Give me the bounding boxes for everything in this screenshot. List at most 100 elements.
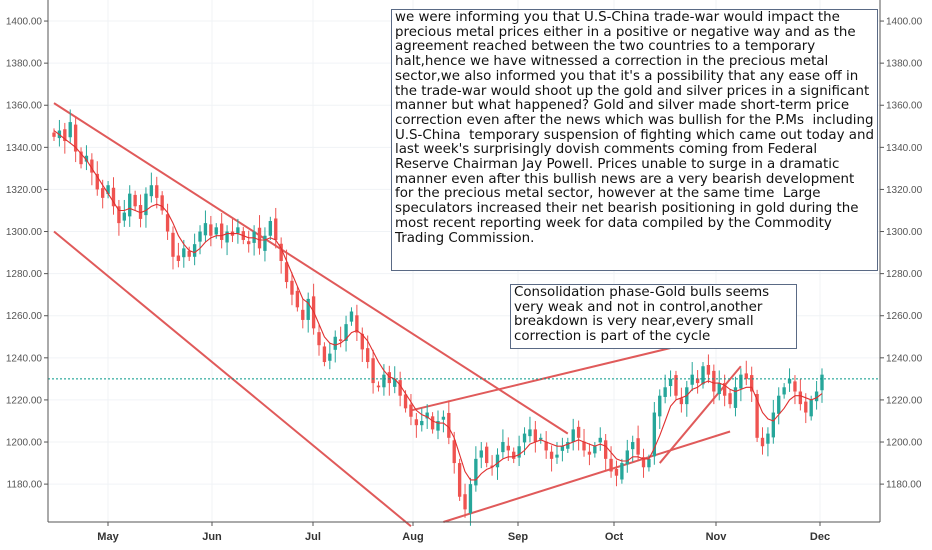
candle-body (328, 353, 332, 361)
candle-body (512, 451, 516, 459)
candle-body (165, 214, 170, 232)
candle-body (301, 309, 305, 320)
candle-body (322, 346, 327, 363)
candle-body (63, 129, 67, 142)
candle-body (393, 378, 397, 387)
moving-average-line (53, 130, 823, 481)
y-tick-label: 1280.00 (6, 269, 43, 280)
candle-body (203, 223, 208, 236)
candle-body (128, 193, 132, 217)
candle-body (663, 387, 667, 397)
candle-body (225, 231, 229, 243)
y-tick-label: 1260.00 (6, 311, 43, 322)
candle-body (744, 373, 748, 379)
candle-body (549, 451, 554, 459)
y-tick-label: 1240.00 (6, 353, 43, 364)
y-axis-right: 1180.00 1200.00 1220.00 1240.00 1260.00 1280.… (880, 17, 923, 491)
candle-body (122, 212, 126, 221)
candle-body (317, 332, 321, 346)
y-tick-label: 1220.00 (886, 395, 923, 406)
y-tick-label: 1360.00 (6, 101, 43, 112)
candle-body (403, 394, 408, 409)
candle-body (247, 241, 251, 245)
candle-body (192, 244, 197, 257)
candle-body (750, 375, 754, 392)
y-tick-label: 1220.00 (6, 395, 43, 406)
candle-body (133, 194, 137, 207)
candle-body (593, 446, 597, 454)
candle-body (614, 468, 619, 476)
candle-body (160, 195, 164, 211)
candle-body (355, 315, 359, 333)
candle-body (290, 280, 294, 295)
candle-body (68, 122, 72, 138)
candle-body (755, 394, 759, 438)
candle-body (722, 383, 727, 396)
x-axis: May Jun Jul Aug Sep Oct Nov Dec (97, 522, 830, 543)
annotation-trade-war: we were informing you that U.S-China tra… (391, 9, 878, 271)
x-tick-label: Oct (605, 531, 624, 543)
candle-body (214, 227, 218, 235)
candle-body (717, 383, 721, 395)
y-tick-label: 1300.00 (886, 227, 923, 238)
candle-body (284, 262, 289, 283)
candle-body (106, 185, 110, 195)
candle-body (587, 451, 592, 455)
candle-body (117, 206, 121, 224)
candle-body (52, 132, 56, 137)
y-tick-label: 1400.00 (6, 17, 43, 28)
candle-body (766, 433, 770, 444)
candle-body (171, 232, 175, 257)
candle-body (771, 412, 776, 438)
candle-body (820, 374, 824, 391)
x-tick-label: Dec (810, 531, 830, 543)
candle-body (414, 419, 419, 426)
candle-body (517, 446, 521, 458)
candle-body (582, 441, 586, 451)
candle-body (712, 370, 716, 392)
candle-body (620, 463, 624, 480)
y-axis-left: 1180.00 1200.00 1220.00 1240.00 1260.00 1280.… (6, 17, 48, 491)
candle-body (219, 223, 224, 240)
candle-body (187, 250, 191, 257)
y-tick-label: 1280.00 (886, 269, 923, 280)
candle-body (111, 187, 116, 207)
candle-body (544, 441, 548, 451)
trendline (443, 430, 731, 523)
candle-body (528, 429, 532, 437)
candle-body (571, 429, 575, 443)
candle-body (566, 442, 570, 449)
candle-body (598, 437, 602, 443)
candle-body (560, 446, 565, 451)
candle-body (495, 454, 500, 468)
candle-body (409, 404, 413, 417)
candle-body (625, 450, 629, 465)
candle-body (333, 336, 337, 350)
candle-body (647, 458, 651, 468)
candle-body (695, 378, 700, 384)
candle-body (425, 412, 429, 419)
candle-body (506, 445, 510, 451)
candle-body (452, 440, 456, 464)
x-tick-label: Nov (706, 531, 728, 543)
candle-body (674, 375, 678, 396)
candle-body (420, 420, 424, 426)
candle-body (463, 494, 467, 510)
candle-body (490, 465, 494, 468)
x-tick-label: Aug (402, 531, 423, 543)
candle-body (376, 385, 381, 388)
candle-body (539, 437, 543, 440)
candle-body (457, 463, 462, 497)
candle-body (198, 231, 202, 242)
y-tick-label: 1380.00 (6, 59, 43, 70)
candle-body (468, 484, 473, 514)
candle-body (252, 231, 256, 243)
trendline (53, 102, 569, 435)
y-tick-label: 1340.00 (886, 143, 923, 154)
candle-body (474, 458, 478, 486)
candle-body (603, 440, 608, 459)
y-tick-label: 1240.00 (886, 353, 923, 364)
candle-body (728, 393, 732, 405)
candle-body (95, 173, 99, 190)
